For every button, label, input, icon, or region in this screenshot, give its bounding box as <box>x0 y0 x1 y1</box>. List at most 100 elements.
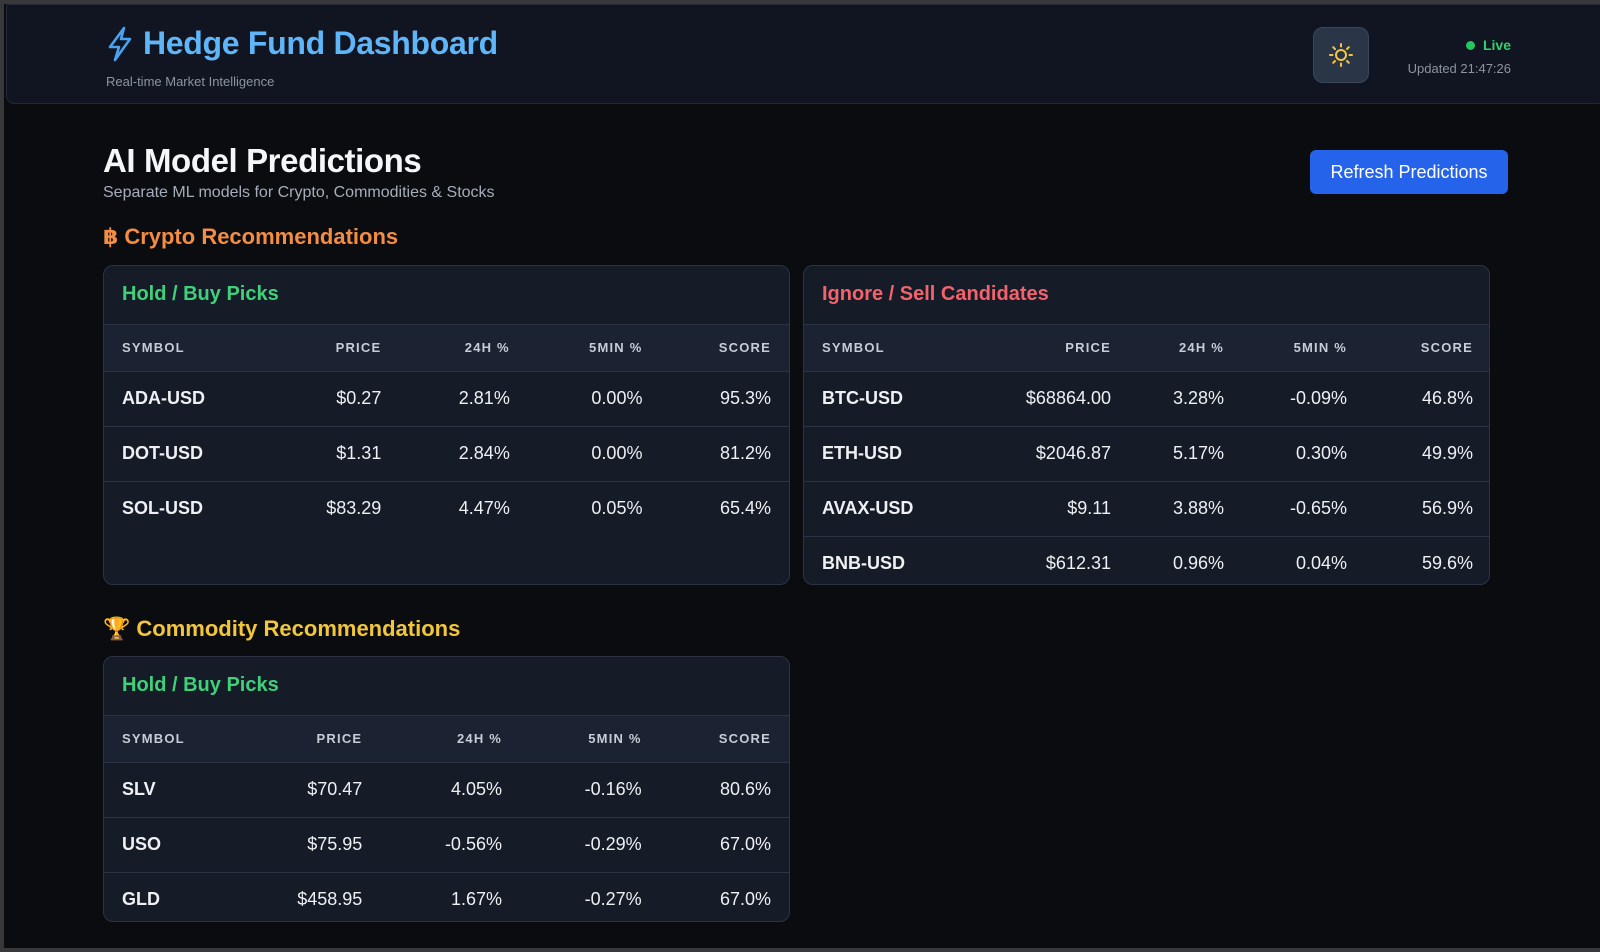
lightning-bolt-icon <box>108 26 132 61</box>
value-cell: $1.31 <box>336 443 382 463</box>
value-cell: $458.95 <box>297 889 363 910</box>
table-row[interactable]: USO $75.95 -0.56% -0.29% 67.0% <box>104 817 789 872</box>
value-cell: 2.84% <box>458 443 510 463</box>
value-cell: 46.8% <box>1421 388 1473 408</box>
column-header-5min: 5MIN % <box>589 340 643 356</box>
crypto-buy-table: SYMBOL PRICE 24H % 5MIN % SCORE ADA-USD $0.27… <box>104 325 789 536</box>
app-subtitle: Real-time Market Intelligence <box>106 74 275 89</box>
live-dot-icon <box>1465 40 1475 50</box>
column-header-5min: 5MIN % <box>588 731 642 747</box>
value-cell: $68864.00 <box>1025 388 1111 408</box>
column-header-symbol: SYMBOL <box>122 340 185 356</box>
value-cell: 0.00% <box>591 443 643 463</box>
value-cell: 5.17% <box>1172 443 1224 463</box>
value-cell: 3.88% <box>1172 498 1224 518</box>
table-header-row: SYMBOL PRICE 24H % 5MIN % SCORE <box>104 716 789 762</box>
commodity-buy-card: Hold / Buy Picks SYMBOL PRICE 24H % 5MIN % S… <box>103 656 790 922</box>
symbol-cell: AVAX-USD <box>822 498 914 518</box>
value-cell: 56.9% <box>1421 498 1473 518</box>
table-row[interactable]: AVAX-USD $9.11 3.88% -0.65% 56.9% <box>804 481 1489 536</box>
value-cell: 4.47% <box>458 498 510 519</box>
value-cell: $612.31 <box>1045 553 1111 574</box>
table-row[interactable]: SOL-USD $83.29 4.47% 0.05% 65.4% <box>104 481 789 536</box>
symbol-cell: SOL-USD <box>122 498 203 519</box>
commodity-section-label: Commodity Recommendations <box>136 616 461 641</box>
crypto-buy-card: Hold / Buy Picks SYMBOL PRICE 24H % 5MIN % S… <box>103 265 790 585</box>
column-header-score: SCORE <box>718 731 771 747</box>
value-cell: 59.6% <box>1421 553 1473 574</box>
column-header-24h: 24H % <box>464 340 510 356</box>
column-header-24h: 24H % <box>1178 340 1224 356</box>
column-header-score: SCORE <box>1420 340 1473 356</box>
value-cell: 67.0% <box>719 834 771 854</box>
value-cell: 65.4% <box>719 498 771 519</box>
symbol-cell: DOT-USD <box>122 443 203 463</box>
value-cell: -0.09% <box>1289 388 1347 408</box>
value-cell: $75.95 <box>307 834 363 854</box>
value-cell: $0.27 <box>336 388 382 408</box>
column-header-symbol: SYMBOL <box>822 340 885 356</box>
crypto-sell-card: Ignore / Sell Candidates SYMBOL PRICE 24H … <box>803 265 1490 585</box>
crypto-section-label: Crypto Recommendations <box>124 224 399 249</box>
table-row[interactable]: GLD $458.95 1.67% -0.27% 67.0% <box>104 872 789 921</box>
value-cell: 49.9% <box>1421 443 1473 463</box>
value-cell: 95.3% <box>719 388 771 408</box>
table-row[interactable]: ETH-USD $2046.87 5.17% 0.30% 49.9% <box>804 426 1489 481</box>
value-cell: 0.00% <box>591 388 643 408</box>
theme-toggle-button[interactable] <box>1313 27 1369 83</box>
crypto-section-title: ฿ Crypto Recommendations <box>103 224 398 250</box>
table-header-row: SYMBOL PRICE 24H % 5MIN % SCORE <box>104 325 789 371</box>
column-header-score: SCORE <box>718 340 771 356</box>
table-row[interactable]: ADA-USD $0.27 2.81% 0.00% 95.3% <box>104 371 789 426</box>
top-bar: Hedge Fund Dashboard Real-time Market In… <box>6 4 1600 104</box>
live-status: Live <box>1465 37 1511 53</box>
table-row[interactable]: BNB-USD $612.31 0.96% 0.04% 59.6% <box>804 536 1489 584</box>
table-row[interactable]: DOT-USD $1.31 2.84% 0.00% 81.2% <box>104 426 789 481</box>
page-subtitle: Separate ML models for Crypto, Commoditi… <box>103 184 495 201</box>
value-cell: 4.05% <box>450 779 502 799</box>
crypto-sell-table: SYMBOL PRICE 24H % 5MIN % SCORE BTC-USD $6886… <box>804 325 1489 584</box>
symbol-cell: ETH-USD <box>822 443 902 463</box>
app-window: Hedge Fund Dashboard Real-time Market In… <box>4 4 1600 948</box>
table-header-row: SYMBOL PRICE 24H % 5MIN % SCORE <box>804 325 1489 371</box>
symbol-cell: GLD <box>122 889 160 910</box>
commodity-buy-table: SYMBOL PRICE 24H % 5MIN % SCORE SLV $70.47 4.0… <box>104 716 789 921</box>
column-header-24h: 24H % <box>456 731 502 747</box>
crypto-sell-title: Ignore / Sell Candidates <box>804 266 1489 325</box>
symbol-cell: BTC-USD <box>822 388 903 408</box>
trophy-icon: 🏆 <box>103 616 131 641</box>
value-cell: -0.29% <box>584 834 642 854</box>
table-row[interactable]: SLV $70.47 4.05% -0.16% 80.6% <box>104 762 789 817</box>
value-cell: -0.27% <box>584 889 642 910</box>
value-cell: 80.6% <box>719 779 771 799</box>
value-cell: $9.11 <box>1067 498 1111 518</box>
value-cell: 0.05% <box>591 498 643 519</box>
value-cell: 81.2% <box>719 443 771 463</box>
value-cell: 0.04% <box>1295 553 1347 574</box>
value-cell: $83.29 <box>326 498 382 519</box>
refresh-predictions-button[interactable]: Refresh Predictions <box>1310 150 1508 194</box>
live-label: Live <box>1482 37 1511 53</box>
symbol-cell: SLV <box>122 779 156 799</box>
value-cell: 2.81% <box>458 388 510 408</box>
value-cell: -0.16% <box>584 779 642 799</box>
column-header-price: PRICE <box>335 340 382 356</box>
value-cell: 1.67% <box>450 889 502 910</box>
table-row[interactable]: BTC-USD $68864.00 3.28% -0.09% 46.8% <box>804 371 1489 426</box>
app-title: Hedge Fund Dashboard <box>143 25 498 61</box>
value-cell: 0.30% <box>1295 443 1347 463</box>
column-header-symbol: SYMBOL <box>122 731 185 747</box>
brand: Hedge Fund Dashboard <box>105 25 498 62</box>
value-cell: 3.28% <box>1172 388 1224 408</box>
symbol-cell: ADA-USD <box>122 388 205 408</box>
value-cell: $2046.87 <box>1035 443 1111 463</box>
last-updated: Updated 21:47:26 <box>1407 61 1511 76</box>
commodity-section-title: 🏆 Commodity Recommendations <box>103 616 460 642</box>
commodity-buy-title: Hold / Buy Picks <box>104 657 789 716</box>
page-title: AI Model Predictions <box>103 142 422 179</box>
symbol-cell: BNB-USD <box>822 553 905 574</box>
value-cell: $70.47 <box>307 779 363 799</box>
bitcoin-icon: ฿ <box>103 224 119 249</box>
value-cell: -0.56% <box>444 834 502 854</box>
value-cell: 0.96% <box>1172 553 1224 574</box>
